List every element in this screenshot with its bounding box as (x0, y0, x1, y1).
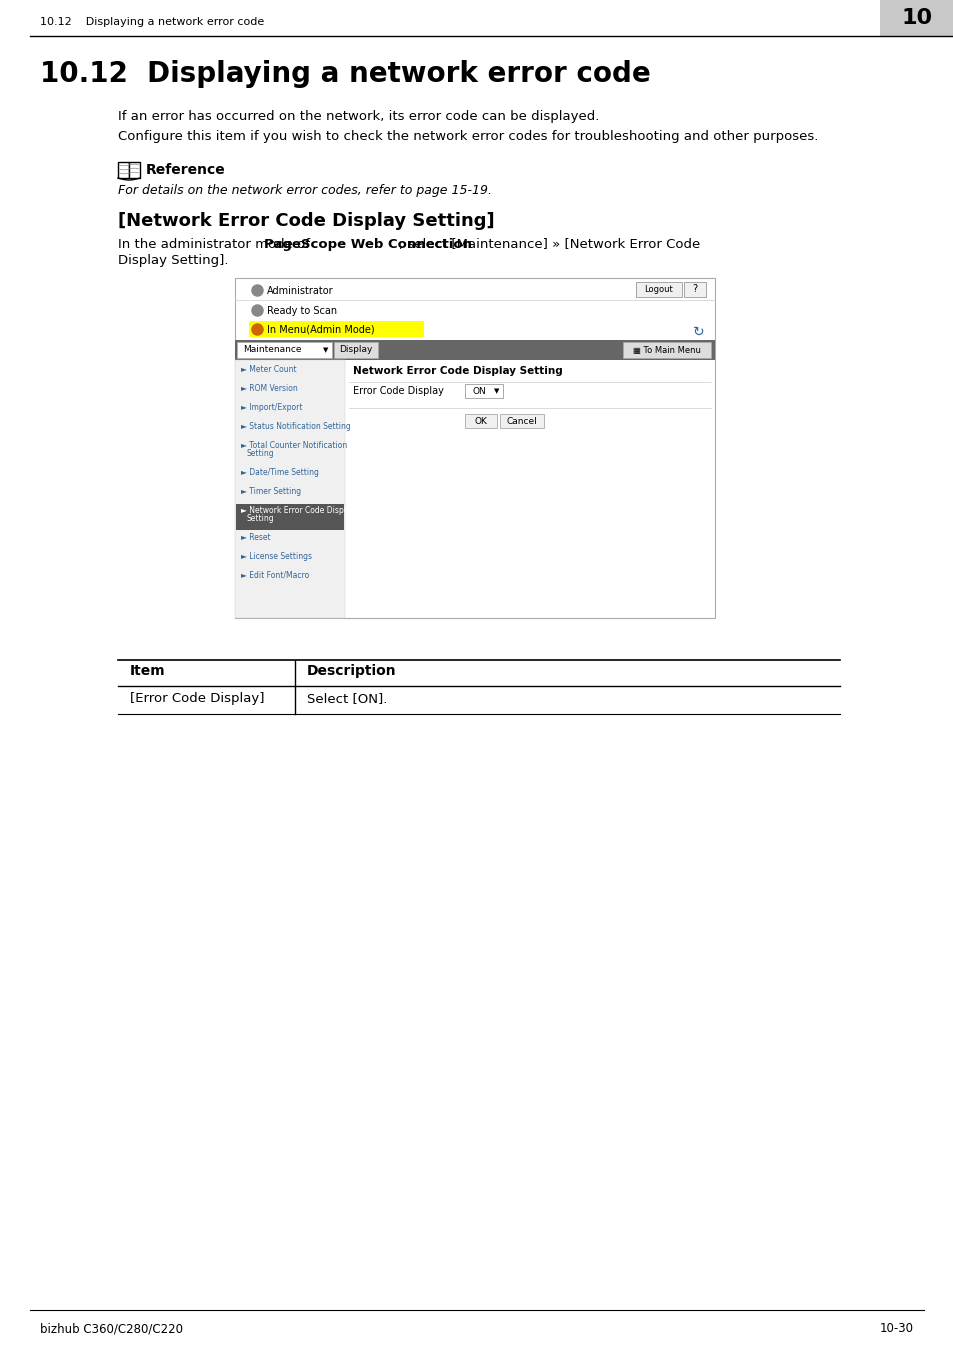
FancyBboxPatch shape (499, 414, 543, 428)
FancyBboxPatch shape (464, 383, 502, 398)
FancyBboxPatch shape (464, 414, 497, 428)
Text: bizhub C360/C280/C220: bizhub C360/C280/C220 (40, 1322, 183, 1335)
FancyBboxPatch shape (622, 342, 710, 358)
Text: 10-30: 10-30 (879, 1322, 913, 1335)
Text: Item: Item (130, 664, 166, 678)
Text: ► Reset: ► Reset (241, 533, 271, 541)
Text: Setting: Setting (247, 450, 274, 458)
Bar (234, 278, 714, 618)
Text: , select [Maintenance] » [Network Error Code: , select [Maintenance] » [Network Error … (398, 238, 700, 251)
FancyBboxPatch shape (118, 162, 129, 178)
Text: [Network Error Code Display Setting]: [Network Error Code Display Setting] (118, 212, 494, 230)
Text: ► Edit Font/Macro: ► Edit Font/Macro (241, 571, 309, 580)
Text: ► Date/Time Setting: ► Date/Time Setting (241, 468, 318, 477)
Text: For details on the network error codes, refer to page 15-19.: For details on the network error codes, … (118, 184, 492, 197)
Text: ▼: ▼ (494, 387, 499, 394)
Text: ► ROM Version: ► ROM Version (241, 383, 297, 393)
Text: ↻: ↻ (693, 325, 704, 339)
Text: 10.12  Displaying a network error code: 10.12 Displaying a network error code (40, 59, 650, 88)
Text: Configure this item if you wish to check the network error codes for troubleshoo: Configure this item if you wish to check… (118, 130, 818, 143)
Text: Display Setting].: Display Setting]. (118, 254, 229, 267)
FancyBboxPatch shape (683, 282, 705, 297)
Text: ▼: ▼ (323, 347, 329, 352)
Text: Ready to Scan: Ready to Scan (267, 306, 336, 316)
FancyBboxPatch shape (129, 162, 140, 178)
Text: In the administrator mode of: In the administrator mode of (118, 238, 314, 251)
FancyBboxPatch shape (334, 342, 377, 358)
Text: In Menu(Admin Mode): In Menu(Admin Mode) (267, 325, 375, 335)
Text: Error Code Display: Error Code Display (353, 386, 443, 396)
Text: Network Error Code Display Setting: Network Error Code Display Setting (353, 366, 562, 377)
Text: ► License Settings: ► License Settings (241, 552, 312, 562)
Text: PageScope Web Connection: PageScope Web Connection (264, 238, 472, 251)
Text: Description: Description (307, 664, 396, 678)
Text: ► Network Error Code Display: ► Network Error Code Display (241, 506, 355, 514)
Text: Logout: Logout (644, 285, 673, 293)
Text: ?: ? (692, 284, 697, 294)
Text: Maintenance: Maintenance (243, 346, 301, 355)
Text: ► Timer Setting: ► Timer Setting (241, 487, 301, 495)
Bar (879, 0, 953, 36)
Text: 10: 10 (901, 8, 932, 28)
Text: If an error has occurred on the network, its error code can be displayed.: If an error has occurred on the network,… (118, 109, 598, 123)
FancyBboxPatch shape (236, 342, 332, 358)
Bar (234, 340, 714, 360)
Bar (234, 360, 345, 618)
Bar (249, 321, 423, 338)
Text: ON: ON (473, 386, 486, 396)
Text: 10.12    Displaying a network error code: 10.12 Displaying a network error code (40, 18, 264, 27)
Text: Select [ON].: Select [ON]. (307, 693, 387, 705)
Text: ► Status Notification Setting: ► Status Notification Setting (241, 423, 351, 431)
Text: ► Meter Count: ► Meter Count (241, 364, 296, 374)
Bar (235, 504, 344, 531)
FancyBboxPatch shape (636, 282, 681, 297)
Text: ► Import/Export: ► Import/Export (241, 404, 302, 412)
Text: ► Total Counter Notification: ► Total Counter Notification (241, 441, 347, 450)
Text: Reference: Reference (146, 163, 226, 177)
Text: Display: Display (339, 346, 373, 355)
Text: Administrator: Administrator (267, 286, 334, 296)
Text: [Error Code Display]: [Error Code Display] (130, 693, 264, 705)
Text: OK: OK (474, 417, 487, 425)
Text: Setting: Setting (247, 514, 274, 522)
Text: Cancel: Cancel (506, 417, 537, 425)
Text: ▦ To Main Menu: ▦ To Main Menu (633, 346, 700, 355)
